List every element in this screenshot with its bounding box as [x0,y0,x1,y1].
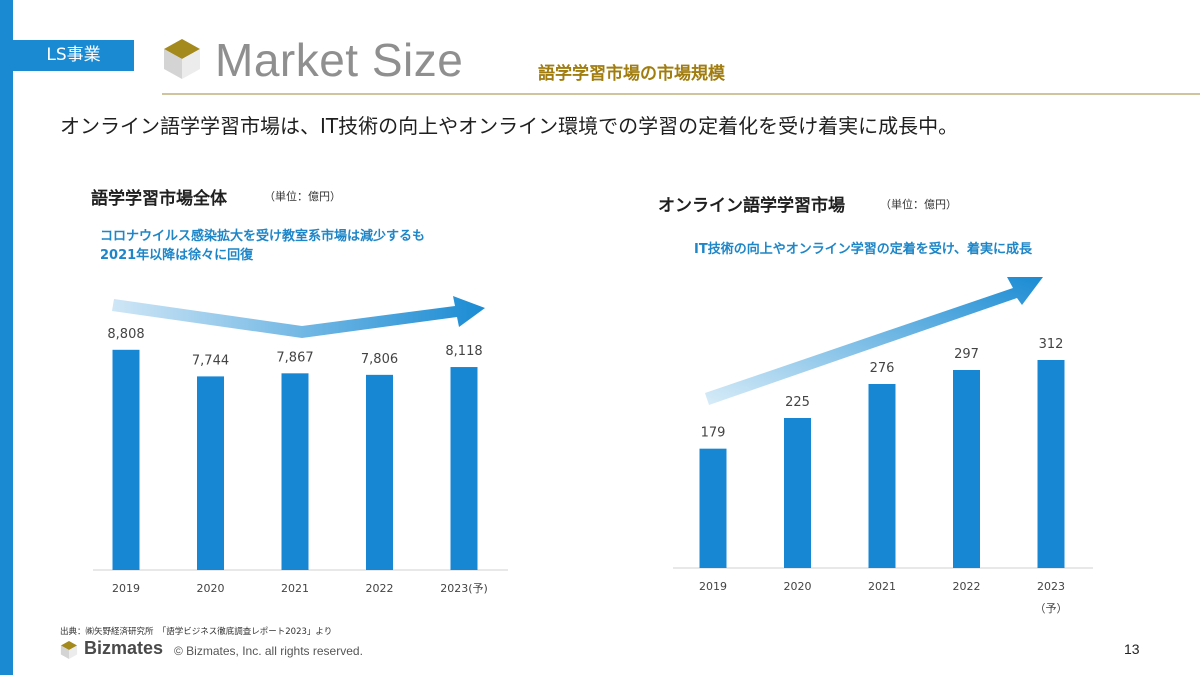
bar-overall-2023(予) [450,367,478,570]
section-subtitle: 語学学習市場の市場規模 [538,64,725,84]
copyright: © Bizmates, Inc. all rights reserved. [174,644,363,658]
tick-label-online: 2021 [868,580,896,593]
headline: オンライン語学学習市場は、IT技術の向上やオンライン環境での学習の定着化を受け着… [60,114,959,138]
page-number: 13 [1124,641,1140,657]
value-label-online: 276 [870,361,895,376]
footer-brand: Bizmates [84,638,164,658]
bar-online-2023 [1037,360,1065,568]
tick-label-overall: 2020 [197,582,225,595]
tick-label-online: 2019 [699,580,727,593]
annotation-online: IT技術の向上やオンライン学習の定着を受け、着実に成長 [694,242,1033,257]
segment-tag: LS事業 [13,40,134,71]
tick-sublabel-online: （予） [1035,602,1068,615]
tick-label-online: 2020 [784,580,812,593]
annotation-overall-line-1: コロナウイルス感染拡大を受け教室系市場は減少するも [100,229,426,244]
value-label-online: 297 [954,347,979,362]
value-label-online: 312 [1039,337,1064,352]
value-label-online: 179 [701,426,726,441]
cube-logo-icon [60,641,78,659]
page-title: Market Size [215,34,464,86]
bar-overall-2020 [197,376,224,570]
tick-label-overall: 2021 [281,582,309,595]
source-note: 出典：㈱矢野経済研究所 「語学ビジネス徹底調査レポート2023」より [60,627,333,637]
left-accent-bar [0,0,13,675]
tick-label-overall: 2022 [366,582,394,595]
header-divider [162,93,1200,95]
bar-online-2020 [784,418,811,568]
tick-label-overall: 2019 [112,582,140,595]
bar-online-2021 [868,384,896,568]
value-label-overall: 7,806 [361,352,398,367]
tick-label-overall: 2023(予) [440,582,488,595]
value-label-overall: 7,744 [192,353,229,368]
bar-online-2019 [699,448,727,568]
chart-title-overall: 語学学習市場全体 [91,189,227,209]
tick-label-online: 2022 [953,580,981,593]
trend-arrow-icon [705,277,1043,405]
annotation-overall-line-2: 2021年以降は徐々に回復 [100,248,254,263]
value-label-overall: 8,118 [445,344,482,359]
bar-overall-2021 [281,373,309,570]
unit-note-overall: （単位：億円） [264,190,341,203]
chart-title-online: オンライン語学学習市場 [658,196,845,216]
value-label-overall: 7,867 [276,350,313,365]
value-label-overall: 8,808 [107,327,144,342]
bar-overall-2019 [112,349,140,570]
annotation-overall: コロナウイルス感染拡大を受け教室系市場は減少するも 2021年以降は徐々に回復 [100,227,425,265]
bar-online-2022 [953,370,980,568]
tick-label-online: 2023 [1037,580,1065,593]
cube-logo-icon [164,39,200,79]
value-label-online: 225 [785,395,810,410]
unit-note-online: （単位：億円） [880,198,957,211]
bar-overall-2022 [366,374,393,570]
trend-arrow-icon [112,296,485,338]
